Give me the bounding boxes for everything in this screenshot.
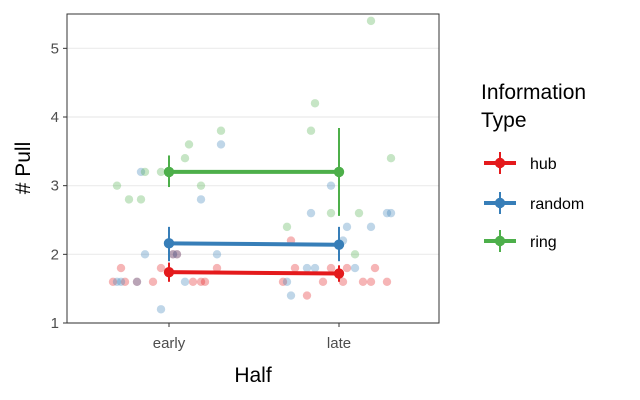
random-mean-point xyxy=(163,238,175,249)
hub-raw-point xyxy=(366,277,376,286)
random-raw-point xyxy=(306,208,316,218)
ring-mean-point xyxy=(163,166,175,178)
legend-key-hub-point xyxy=(494,157,506,169)
hub-raw-point xyxy=(116,263,126,273)
hub-raw-point xyxy=(196,277,206,286)
random-raw-point xyxy=(282,277,292,286)
y-tick-label: 2 xyxy=(51,246,59,263)
plot-panel-border xyxy=(66,13,440,324)
random-raw-point xyxy=(302,263,312,273)
random-raw-point xyxy=(212,250,222,259)
legend: Information Type hub random ring xyxy=(481,81,586,252)
ring-raw-point xyxy=(354,208,364,218)
ring-raw-point xyxy=(184,140,194,149)
ring-raw-point xyxy=(310,99,320,108)
x-axis-title: Half xyxy=(234,364,272,387)
hub-raw-point xyxy=(156,263,166,273)
random-raw-point xyxy=(136,167,146,177)
y-tick-label: 5 xyxy=(51,40,59,57)
ring-raw-point xyxy=(156,167,166,177)
random-raw-point xyxy=(216,140,226,149)
random-raw-point xyxy=(342,222,352,232)
random-raw-point xyxy=(382,208,392,218)
hub-raw-point xyxy=(212,263,222,273)
hub-raw-point xyxy=(172,250,182,259)
random-raw-point xyxy=(168,250,178,259)
legend-title-line-2: Type xyxy=(481,109,527,132)
x-tick-label: late xyxy=(327,335,351,352)
random-raw-point xyxy=(116,277,126,286)
random-raw-point xyxy=(286,291,296,300)
ring-raw-point xyxy=(124,195,134,204)
ring-raw-point xyxy=(136,195,146,204)
hub-raw-point xyxy=(302,291,312,300)
hub-raw-point xyxy=(342,263,352,273)
y-axis-title: # Pull xyxy=(12,142,35,195)
hub-raw-point xyxy=(382,277,392,286)
hub-raw-point xyxy=(108,277,118,286)
random-raw-point xyxy=(156,305,166,314)
hub-raw-point xyxy=(326,263,336,273)
hub-raw-point xyxy=(370,263,380,273)
ring-raw-point xyxy=(140,167,150,177)
random-raw-point xyxy=(326,181,336,190)
hub-mean-point xyxy=(163,266,175,278)
y-tick-label: 1 xyxy=(51,315,59,332)
hub-raw-point xyxy=(168,250,178,259)
random-raw-point xyxy=(140,250,150,259)
hub-raw-point xyxy=(200,277,210,286)
legend-label-ring: ring xyxy=(530,234,557,251)
random-raw-point xyxy=(196,195,206,204)
hub-raw-point xyxy=(278,277,288,286)
ring-raw-point xyxy=(282,222,292,232)
ring-raw-point xyxy=(326,208,336,218)
random-raw-point xyxy=(112,277,122,286)
ring-mean-point xyxy=(333,166,345,178)
random-raw-point xyxy=(310,263,320,273)
hub-raw-point xyxy=(318,277,328,286)
legend-key-ring-point xyxy=(494,235,506,247)
y-tick-label: 3 xyxy=(51,178,59,195)
ring-raw-point xyxy=(216,126,226,135)
x-tick-label: early xyxy=(153,335,186,352)
ring-raw-point xyxy=(350,250,360,259)
random-raw-point xyxy=(132,277,142,286)
point-layer xyxy=(108,16,396,314)
hub-raw-point xyxy=(120,277,130,286)
random-raw-point xyxy=(180,277,190,286)
hub-raw-point xyxy=(148,277,158,286)
legend-title-line-1: Information xyxy=(481,81,586,104)
hub-raw-point xyxy=(132,277,142,286)
ring-raw-point xyxy=(386,154,396,163)
random-raw-point xyxy=(386,208,396,218)
hub-raw-point xyxy=(358,277,368,286)
ring-raw-point xyxy=(196,181,206,190)
ring-raw-point xyxy=(180,154,190,163)
hub-raw-point xyxy=(290,263,300,273)
ring-raw-point xyxy=(366,16,376,26)
legend-key-random-point xyxy=(494,197,506,209)
summary-layer xyxy=(163,127,345,282)
random-raw-point xyxy=(172,250,182,259)
ring-raw-point xyxy=(306,126,316,135)
ring-raw-point xyxy=(112,181,122,190)
hub-mean-point xyxy=(333,268,345,279)
hub-mean-line xyxy=(168,270,340,276)
hub-raw-point xyxy=(188,277,198,286)
random-raw-point xyxy=(350,263,360,273)
axis-layer: 1 2 3 4 5 early late xyxy=(51,40,351,352)
legend-label-random: random xyxy=(530,196,584,213)
hub-raw-point xyxy=(338,277,348,286)
legend-label-hub: hub xyxy=(530,156,557,173)
random-raw-point xyxy=(366,222,376,232)
random-mean-line xyxy=(168,241,340,247)
y-tick-label: 4 xyxy=(51,109,59,126)
random-mean-point xyxy=(333,239,345,250)
